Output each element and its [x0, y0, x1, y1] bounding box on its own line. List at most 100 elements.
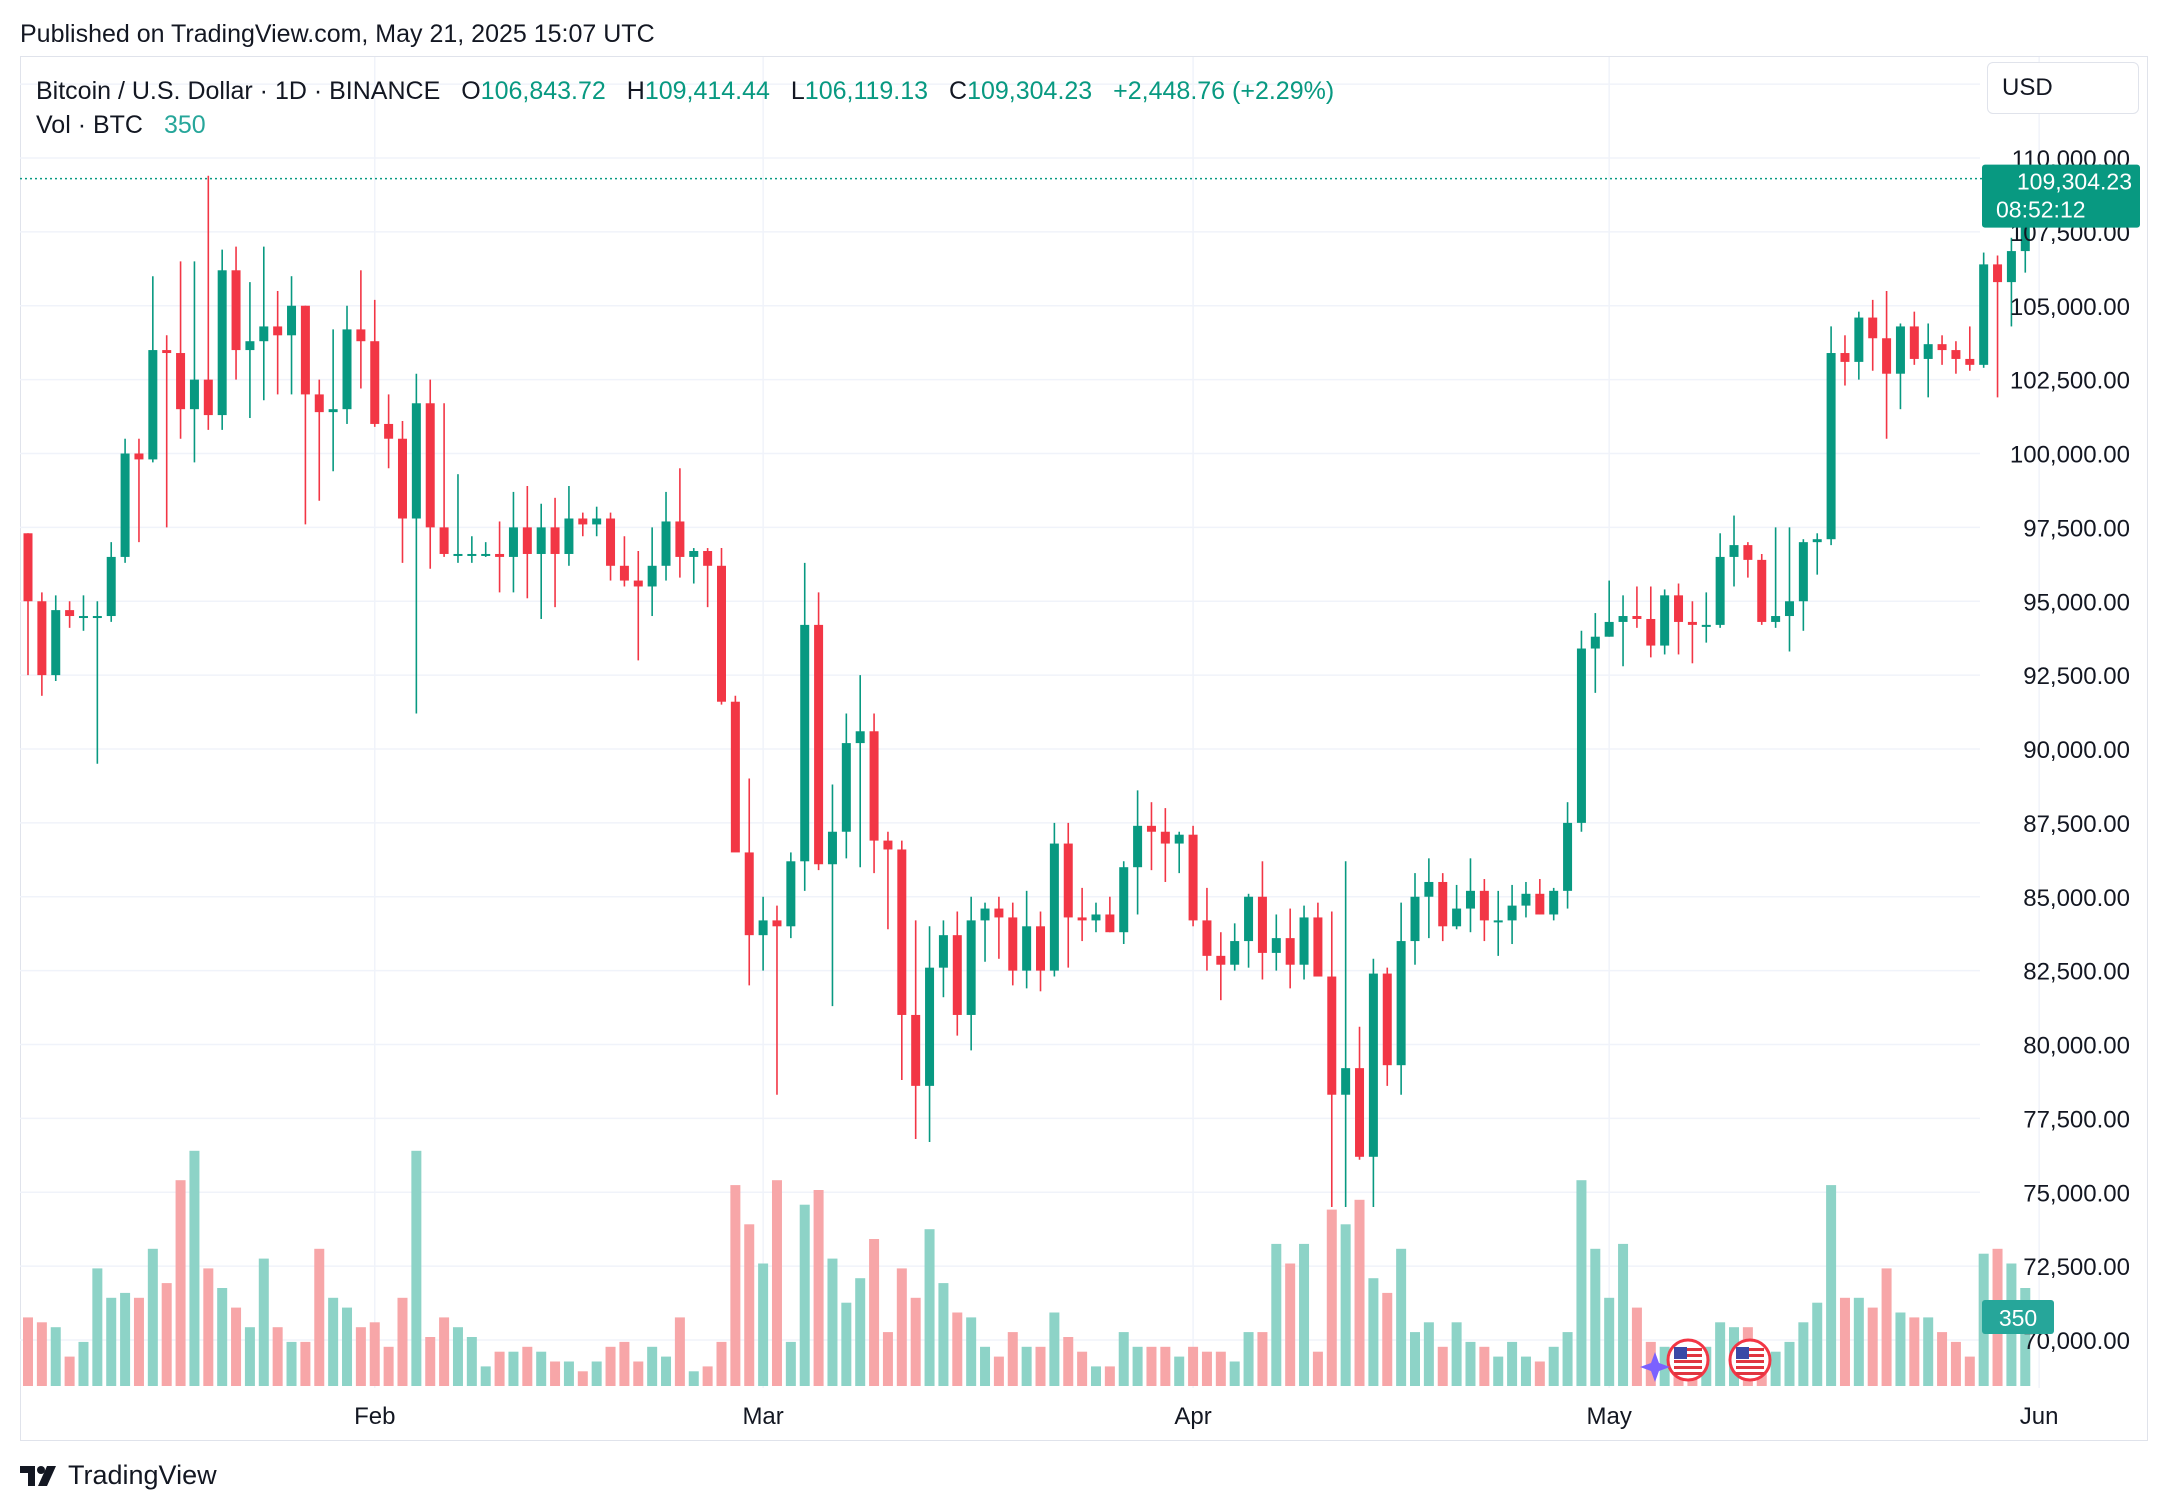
candle-body[interactable] [51, 610, 61, 676]
candle-body[interactable] [1396, 941, 1406, 1066]
candle-body[interactable] [952, 935, 962, 1015]
candle-body[interactable] [397, 438, 407, 519]
candle-body[interactable] [342, 329, 352, 410]
candle-body[interactable] [1729, 545, 1739, 557]
candle-body[interactable] [1160, 831, 1170, 844]
candle-body[interactable] [314, 394, 324, 413]
candle-body[interactable] [522, 527, 532, 554]
candle-body[interactable] [606, 518, 616, 566]
candle-body[interactable] [411, 403, 421, 519]
candle-body[interactable] [689, 551, 699, 557]
candle-body[interactable] [1036, 926, 1046, 971]
candle-body[interactable] [1438, 881, 1448, 927]
candle-body[interactable] [287, 305, 297, 336]
candle-body[interactable] [1257, 896, 1267, 953]
candle-body[interactable] [578, 518, 588, 525]
candle-body[interactable] [453, 553, 463, 556]
candle-body[interactable] [1882, 338, 1892, 374]
candle-body[interactable] [1687, 621, 1697, 625]
candle-body[interactable] [1812, 539, 1822, 543]
candle-body[interactable] [1244, 896, 1254, 942]
candle-body[interactable] [1784, 601, 1794, 617]
candle-body[interactable] [1410, 896, 1420, 942]
candle-body[interactable] [245, 341, 255, 351]
candle-body[interactable] [1327, 976, 1337, 1095]
candle-body[interactable] [1216, 955, 1226, 965]
candle-body[interactable] [814, 624, 824, 865]
candle-body[interactable] [717, 565, 726, 702]
candle-body[interactable] [980, 908, 990, 921]
candle-body[interactable] [1549, 890, 1559, 915]
candle-body[interactable] [259, 326, 269, 342]
candle-body[interactable] [231, 270, 241, 351]
candle-body[interactable] [1660, 595, 1670, 646]
candle-body[interactable] [744, 852, 754, 936]
candle-body[interactable] [1576, 648, 1586, 823]
candle-body[interactable] [800, 624, 810, 862]
candle-body[interactable] [1590, 636, 1600, 649]
candle-body[interactable] [1493, 920, 1503, 923]
candle-body[interactable] [203, 379, 213, 416]
candle-body[interactable] [162, 350, 172, 354]
candle-body[interactable] [78, 616, 88, 619]
candle-body[interactable] [1674, 595, 1684, 622]
candle-body[interactable] [1341, 1068, 1351, 1095]
candle-body[interactable] [1452, 908, 1462, 927]
candle-body[interactable] [647, 565, 657, 587]
candle-body[interactable] [619, 565, 629, 581]
candle-body[interactable] [273, 326, 283, 336]
candle-body[interactable] [1313, 917, 1323, 977]
candle-body[interactable] [855, 731, 865, 744]
candle-body[interactable] [439, 527, 449, 554]
symbol-title[interactable]: Bitcoin / U.S. Dollar · 1D · BINANCE [36, 77, 441, 105]
candle-body[interactable] [966, 920, 976, 1015]
candle-body[interactable] [1563, 822, 1573, 891]
candle-body[interactable] [1174, 834, 1184, 844]
candle-body[interactable] [1049, 843, 1059, 971]
candle-body[interactable] [189, 379, 199, 410]
candle-body[interactable] [495, 553, 505, 557]
candle-body[interactable] [1715, 556, 1725, 625]
candle-body[interactable] [1895, 326, 1905, 374]
candle-body[interactable] [467, 553, 477, 556]
candle-body[interactable] [1105, 914, 1115, 933]
candle-body[interactable] [1632, 616, 1642, 619]
candle-body[interactable] [1951, 350, 1961, 359]
candle-body[interactable] [550, 527, 560, 554]
us-flag-event-icon[interactable] [1728, 1338, 1772, 1382]
candle-body[interactable] [92, 616, 102, 619]
candle-body[interactable] [883, 840, 893, 850]
candle-body[interactable] [1909, 326, 1919, 359]
candle-body[interactable] [564, 518, 574, 554]
candle-body[interactable] [827, 831, 837, 865]
candle-body[interactable] [1826, 353, 1836, 540]
candle-body[interactable] [106, 556, 116, 617]
candle-body[interactable] [1299, 917, 1309, 965]
candle-body[interactable] [1022, 926, 1032, 971]
candle-body[interactable] [176, 353, 186, 410]
candle-body[interactable] [120, 453, 130, 557]
candle-body[interactable] [1979, 264, 1989, 365]
candle-body[interactable] [1743, 545, 1753, 560]
candle-body[interactable] [37, 601, 47, 676]
candle-body[interactable] [370, 341, 380, 424]
candle-body[interactable] [1271, 938, 1281, 953]
candle-body[interactable] [1965, 358, 1975, 365]
candle-body[interactable] [1424, 881, 1434, 897]
candle-body[interactable] [703, 551, 713, 566]
candle-body[interactable] [786, 861, 796, 927]
candle-body[interactable] [300, 305, 310, 395]
candle-body[interactable] [384, 423, 394, 439]
candle-body[interactable] [675, 521, 685, 557]
candle-body[interactable] [911, 1014, 921, 1086]
candle-body[interactable] [1188, 834, 1198, 921]
candle-body[interactable] [1771, 616, 1781, 622]
candle-body[interactable] [1993, 264, 2003, 283]
candle-body[interactable] [994, 908, 1004, 918]
candle-body[interactable] [1368, 973, 1378, 1157]
candle-body[interactable] [1382, 973, 1392, 1066]
candle-body[interactable] [1840, 353, 1850, 362]
candle-body[interactable] [536, 527, 546, 554]
candle-body[interactable] [1285, 938, 1295, 965]
